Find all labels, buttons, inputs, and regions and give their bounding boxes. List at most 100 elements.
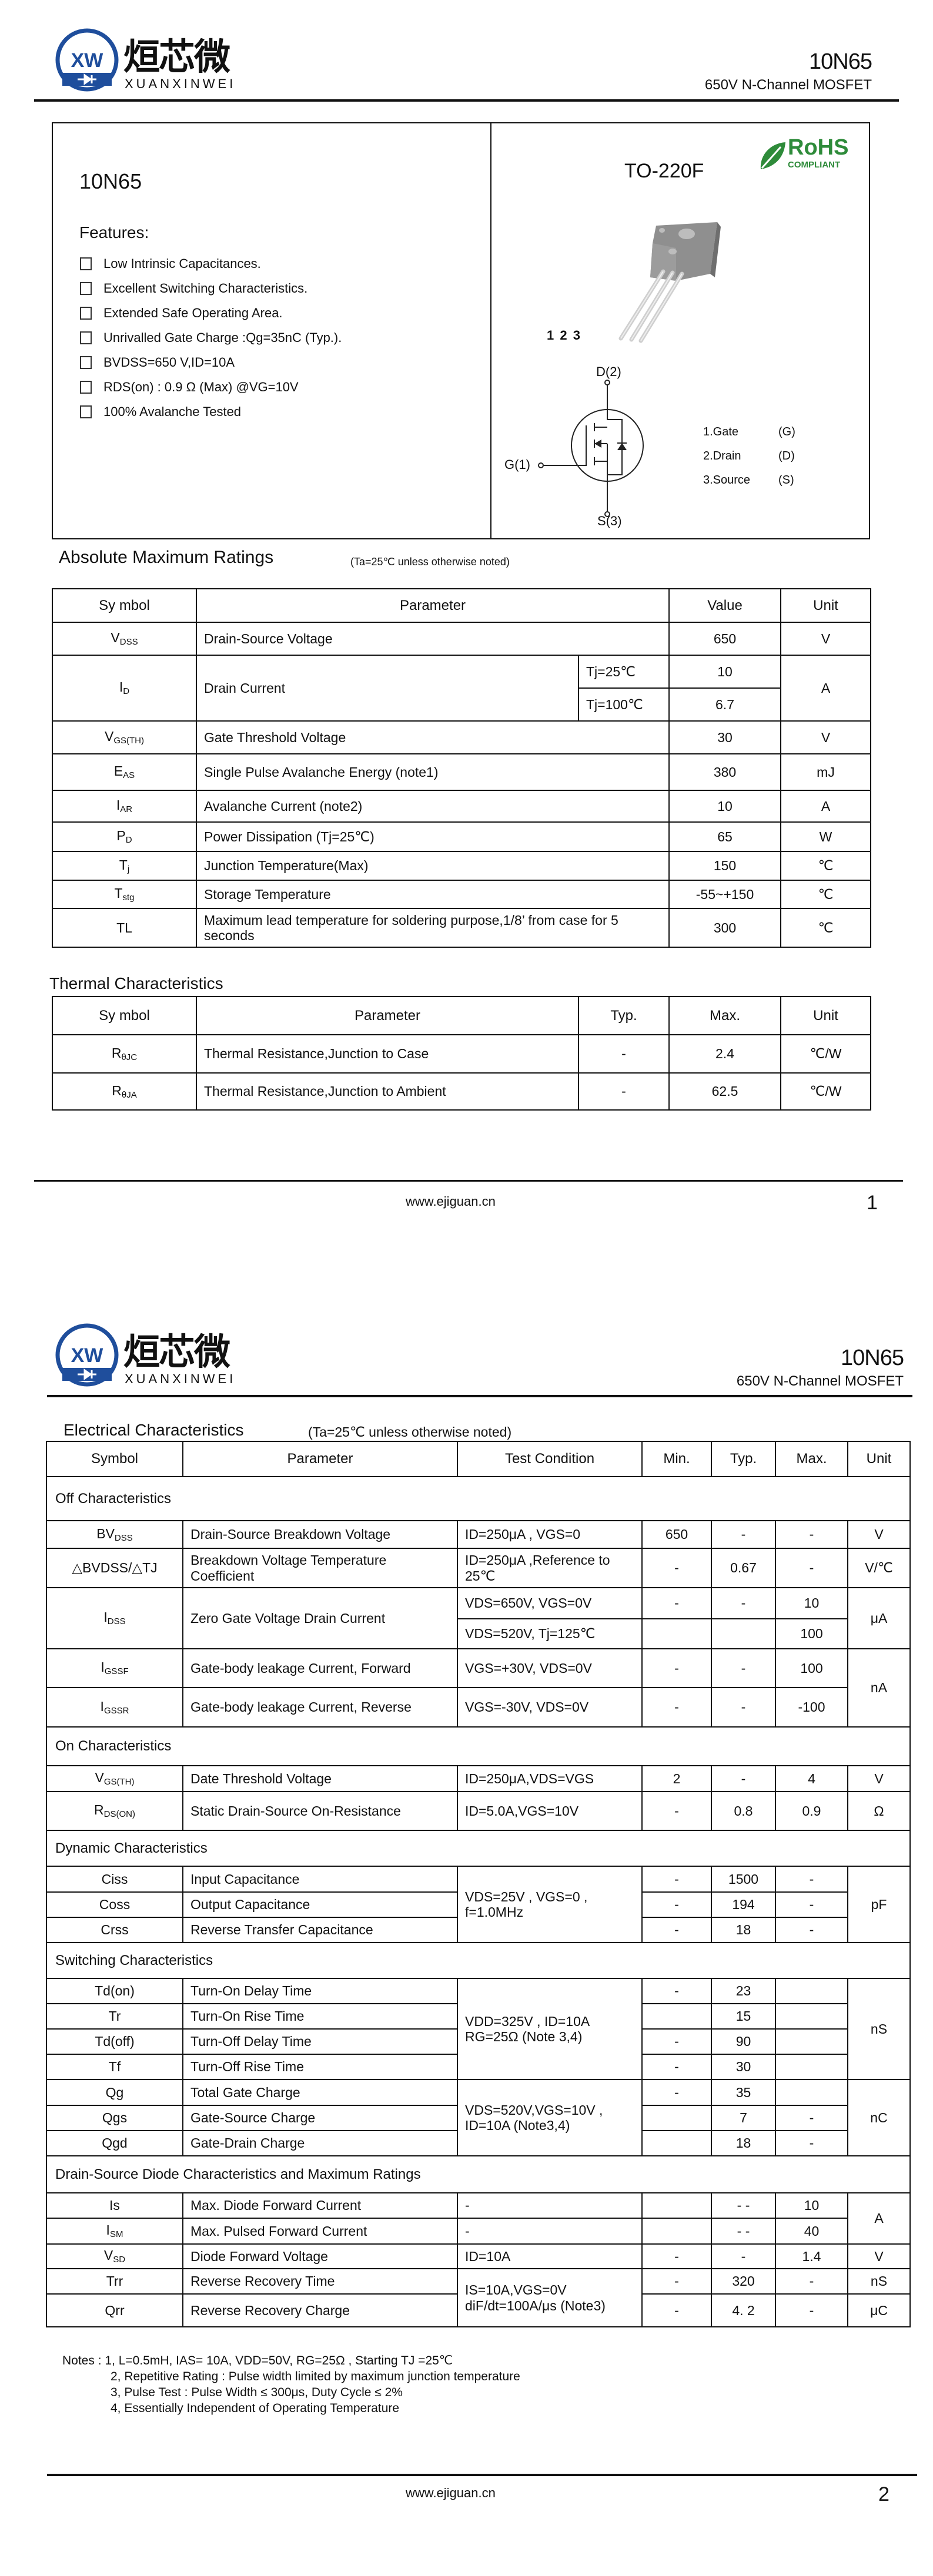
symbol-text: I <box>103 1609 108 1625</box>
table-header-row: Sy mbol Parameter Typ. Max. Unit <box>52 996 871 1035</box>
unit-cell: ℃/W <box>780 1034 871 1074</box>
symbol-subscript: SD <box>113 2255 126 2265</box>
header-divider <box>34 99 899 102</box>
cond-cell: Tj=25℃ <box>577 655 670 689</box>
table-row: PD Power Dissipation (Tj=25℃) 65 W <box>52 821 872 852</box>
logo-english-name: XUANXINWEI <box>125 1371 236 1386</box>
param-cell: Reverse Recovery Time <box>182 2268 458 2295</box>
pin-code: (S) <box>778 474 794 487</box>
table-row: RθJA Thermal Resistance,Junction to Ambie… <box>52 1072 871 1111</box>
pin-list: 1.Gate (G) 2.Drain (D) 3.Source (S) <box>703 425 795 498</box>
max-cell: 2.4 <box>668 1034 781 1074</box>
unit-cell: pF <box>847 1866 911 1943</box>
max-cell: 62.5 <box>668 1072 781 1111</box>
thermal-table: Sy mbol Parameter Typ. Max. Unit RθJC Thermal … <box>52 996 871 1111</box>
table-row: VSD Diode Forward Voltage ID=10A - -1.4 V <box>46 2243 911 2269</box>
sym-cell: Qgs <box>46 2105 183 2131</box>
unit-cell: nC <box>847 2079 911 2156</box>
symbol-text: Coss <box>99 1897 131 1913</box>
sym-cell: BVDSS <box>46 1520 183 1549</box>
value-cell: 10 <box>668 790 782 823</box>
feature-text: RDS(on) : 0.9 Ω (Max) @VG=10V <box>103 380 299 394</box>
max-cell: 4 <box>775 1765 848 1792</box>
min-cell: - <box>641 1917 712 1943</box>
cond-cell: ID=250μA , VGS=0 <box>457 1520 643 1549</box>
table-row: Qrr Reverse Recovery Charge -4. 2- μC <box>46 2293 911 2327</box>
min-cell: - <box>641 1891 712 1918</box>
logo-chinese-name: 烜芯微 <box>123 35 230 78</box>
typ-cell: 15 <box>711 2003 776 2030</box>
sym-cell: Trr <box>46 2268 183 2295</box>
min-cell: - <box>641 2268 712 2295</box>
symbol-text: Ciss <box>101 1871 128 1887</box>
table-row: Coss Output Capacitance -194- <box>46 1891 910 1918</box>
section-header: Drain-Source Diode Characteristics and M… <box>46 2155 911 2193</box>
section-header: On Characteristics <box>46 1726 911 1766</box>
symbol-text: V <box>103 2248 113 2263</box>
note-line: 3, Pulse Test : Pulse Width ≤ 300μs, Dut… <box>111 2386 403 2399</box>
symbol-subscript: GS(TH) <box>103 1777 135 1787</box>
typ-cell: 7 <box>711 2105 776 2131</box>
param-cell: Drain-Source Breakdown Voltage <box>182 1520 458 1549</box>
symbol-subscript: D <box>123 686 130 697</box>
unit-cell: nS <box>847 2268 911 2295</box>
section-row: Switching Characteristics <box>46 1942 911 1979</box>
pin-item: 1.Gate (G) <box>703 425 795 450</box>
column-header: Unit <box>780 996 871 1035</box>
section-row: Off Characteristics <box>46 1476 911 1521</box>
param-cell: Gate-body leakage Current, Forward <box>182 1648 458 1688</box>
mosfet-schematic <box>538 380 644 517</box>
sym-cell: VSD <box>46 2243 183 2269</box>
typ-cell: - <box>711 1765 776 1792</box>
features-title: Features: <box>79 223 149 242</box>
website-link[interactable]: www.ejiguan.cn <box>406 2486 496 2500</box>
param-cell: Breakdown Voltage Temperature Coefficien… <box>182 1548 458 1588</box>
min-cell: - <box>641 1791 712 1831</box>
column-header: Max. <box>775 1441 848 1477</box>
sym-cell: Tr <box>46 2003 183 2030</box>
table-row: EAS Single Pulse Avalanche Energy (note1)… <box>52 753 872 791</box>
column-header: Typ. <box>578 996 670 1035</box>
sym-cell: EAS <box>52 753 197 791</box>
value-cell: 65 <box>668 821 782 852</box>
max-cell: - <box>775 1917 848 1943</box>
logo-english-name: XUANXINWEI <box>125 76 236 91</box>
typ-cell: 18 <box>711 2130 776 2156</box>
param-cell: Single Pulse Avalanche Energy (note1) <box>195 753 670 791</box>
feature-text: 100% Avalanche Tested <box>103 404 242 419</box>
unit-cell: ℃ <box>780 908 872 948</box>
param-cell: Turn-On Rise Time <box>182 2003 458 2030</box>
column-header: Parameter <box>196 996 579 1035</box>
svg-text:XW: XW <box>71 49 104 72</box>
pin-name: 3.Source <box>703 474 751 487</box>
min-cell: - <box>641 2054 712 2080</box>
table-row: Tf Turn-Off Rise Time -30 <box>46 2054 910 2080</box>
min-cell: - <box>641 2028 712 2055</box>
sym-cell: Td(on) <box>46 1978 183 2004</box>
symbol-subscript: AS <box>123 770 135 781</box>
param-cell: Junction Temperature(Max) <box>195 851 670 881</box>
min-cell: - <box>641 1866 712 1893</box>
table-row: Qgs Gate-Source Charge 7- <box>46 2105 910 2131</box>
sym-cell: RDS(ON) <box>46 1791 183 1831</box>
max-cell: 10 <box>775 2192 848 2219</box>
website-link[interactable]: www.ejiguan.cn <box>406 1194 496 1209</box>
symbol-text: V <box>95 1770 104 1786</box>
param-cell: Reverse Transfer Capacitance <box>182 1917 458 1943</box>
sym-cell: IAR <box>52 790 197 823</box>
symbol-subscript: GSSF <box>104 1666 129 1677</box>
value-cell: 300 <box>668 908 782 948</box>
sym-cell: VGS(TH) <box>52 720 197 754</box>
symbol-subscript: DS(ON) <box>103 1809 135 1820</box>
typ-cell: - <box>578 1034 670 1074</box>
header-divider <box>47 1395 912 1397</box>
unit-cell: nA <box>847 1648 911 1728</box>
sym-cell: Tf <box>46 2054 183 2080</box>
max-cell: - <box>775 2105 848 2131</box>
page-number: 1 <box>867 1192 878 1214</box>
feature-text: Unrivalled Gate Charge :Qg=35nC (Typ.). <box>103 330 342 345</box>
param-cell: Total Gate Charge <box>182 2079 458 2106</box>
param-cell: Drain Current <box>196 655 579 722</box>
max-cell: 1.4 <box>775 2243 848 2269</box>
section-header: Switching Characteristics <box>46 1942 911 1979</box>
